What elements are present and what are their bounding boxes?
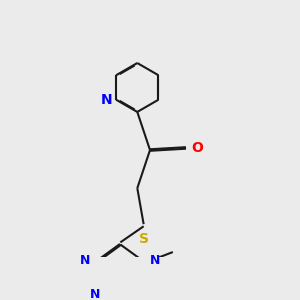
Text: N: N <box>80 254 90 267</box>
Text: O: O <box>191 141 203 155</box>
Text: N: N <box>89 288 100 300</box>
Text: S: S <box>139 232 148 246</box>
Text: N: N <box>150 254 160 267</box>
Text: N: N <box>101 93 113 107</box>
